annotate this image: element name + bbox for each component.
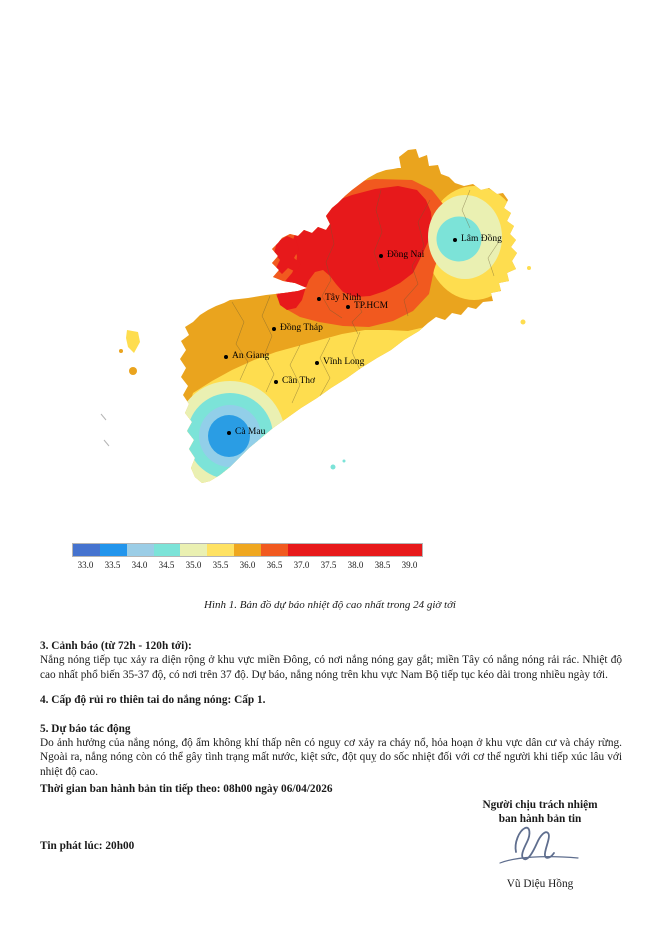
legend-color-segment	[99, 544, 127, 556]
island-speck-west	[119, 349, 123, 353]
legend-tick-labels: 33.0 33.5 34.0 34.5 35.0 35.5 36.0 36.5 37.0 37.5…	[72, 560, 423, 570]
legend-color-segment	[207, 544, 235, 556]
signer-name: Vũ Diệu Hồng	[506, 878, 574, 890]
city-marker: Đồng Nai	[379, 250, 425, 260]
legend-color-segment	[395, 544, 422, 556]
island-speck-east	[520, 319, 526, 325]
legend-tick: 35.0	[185, 560, 202, 570]
city-label: Tây Ninh	[325, 293, 362, 303]
city-marker: An Giang	[224, 351, 270, 361]
city-label: Vĩnh Long	[323, 357, 365, 367]
city-label: Lâm Đồng	[461, 234, 502, 244]
island-speck-northeast	[527, 266, 531, 270]
city-label: An Giang	[232, 351, 270, 361]
island-con-dao	[330, 464, 336, 470]
section-5-body: Do ảnh hưởng của nắng nóng, độ ẩm không …	[40, 737, 622, 778]
city-label: TP.HCM	[354, 301, 389, 311]
band-red-nw-patch	[274, 236, 301, 274]
legend-tick: 38.0	[347, 560, 364, 570]
bulletin-text: 3. Cảnh báo (từ 72h - 120h tới): Nắng nó…	[40, 639, 622, 790]
legend-tick: 33.5	[104, 560, 121, 570]
figure-caption: Hình 1. Bản đồ dự báo nhiệt độ cao nhất …	[204, 599, 456, 611]
section-3-heading: 3. Cảnh báo (từ 72h - 120h tới):	[40, 640, 192, 652]
city-dot-icon	[379, 253, 383, 258]
responsible-person-block: Người chịu trách nhiệm ban hành bản tin	[455, 798, 625, 826]
legend-tick: 33.0	[77, 560, 94, 570]
legend-tick: 38.5	[374, 560, 391, 570]
band-turquoise-northeast	[436, 216, 482, 262]
issued-time: Tin phát lúc: 20h00	[40, 840, 135, 852]
section-5-heading: 5. Dự báo tác động	[40, 722, 131, 735]
legend-tick: 34.0	[131, 560, 148, 570]
city-marker: TP.HCM	[346, 301, 389, 311]
legend-color-segment	[234, 544, 261, 556]
city-dot-icon	[315, 360, 319, 365]
city-dot-icon	[453, 237, 457, 242]
responsible-line-1: Người chịu trách nhiệm	[482, 799, 598, 811]
forecast-map-figure: Lâm Đồng Đồng Nai Tây Ninh TP.HCM Đồng Tháp A…	[100, 149, 531, 483]
city-marker: Cần Thơ	[274, 376, 316, 386]
city-dot-icon	[224, 354, 228, 359]
city-label: Đồng Tháp	[280, 323, 323, 333]
section-3-body: Nắng nóng tiếp tục xảy ra diện rộng ở kh…	[40, 654, 622, 681]
temperature-map	[100, 149, 531, 483]
legend-tick: 39.0	[401, 560, 418, 570]
city-dot-icon	[272, 326, 276, 331]
city-marker: Vĩnh Long	[315, 357, 365, 367]
legend-tick: 35.5	[212, 560, 229, 570]
band-blue-camau	[208, 415, 250, 457]
legend-tick: 36.0	[239, 560, 256, 570]
legend-tick: 37.0	[293, 560, 310, 570]
legend-color-segment	[260, 544, 288, 556]
city-marker: Đồng Tháp	[272, 323, 323, 333]
section-gap	[40, 708, 622, 722]
signature-image	[499, 826, 579, 864]
temperature-bands	[180, 149, 517, 483]
city-dot-icon	[227, 430, 231, 435]
island-speck-southeast	[342, 459, 346, 463]
temperature-legend: 33.0 33.5 34.0 34.5 35.0 35.5 36.0 36.5 37.0 37.5…	[72, 543, 423, 570]
city-dot-icon	[317, 296, 321, 301]
island-phu-quoc	[126, 330, 140, 353]
legend-tick: 37.5	[320, 560, 337, 570]
next-bulletin-time: Thời gian ban hành bản tin tiếp theo: 08…	[40, 783, 333, 795]
city-label: Đồng Nai	[387, 250, 425, 260]
city-label: Cà Mau	[235, 427, 266, 437]
legend-color-segment	[73, 544, 100, 556]
map-artifact-marks	[100, 413, 110, 447]
responsible-line-2: ban hành bản tin	[498, 813, 582, 825]
legend-color-segment	[153, 544, 181, 556]
legend-color-segment	[126, 544, 154, 556]
province-borders	[231, 189, 501, 413]
city-dot-icon	[346, 304, 350, 309]
legend-color-segment	[341, 544, 369, 556]
legend-tick: 36.5	[266, 560, 283, 570]
section-4-heading: 4. Cấp độ rủi ro thiên tai do nắng nóng:…	[40, 694, 266, 707]
city-marker: Lâm Đồng	[453, 234, 502, 244]
islands	[100, 266, 531, 470]
city-marker: Cà Mau	[227, 427, 266, 437]
city-dot-icon	[274, 379, 278, 384]
city-label: Cần Thơ	[282, 376, 316, 386]
island-speck-coast	[188, 394, 192, 398]
legend-color-segment	[368, 544, 396, 556]
legend-color-segment	[287, 544, 315, 556]
city-marker: Tây Ninh	[317, 293, 362, 303]
island-south-of-phu-quoc	[129, 367, 137, 375]
legend-color-segment	[180, 544, 208, 556]
legend-color-segment	[314, 544, 342, 556]
legend-colorbar	[72, 543, 423, 557]
legend-tick: 34.5	[158, 560, 175, 570]
